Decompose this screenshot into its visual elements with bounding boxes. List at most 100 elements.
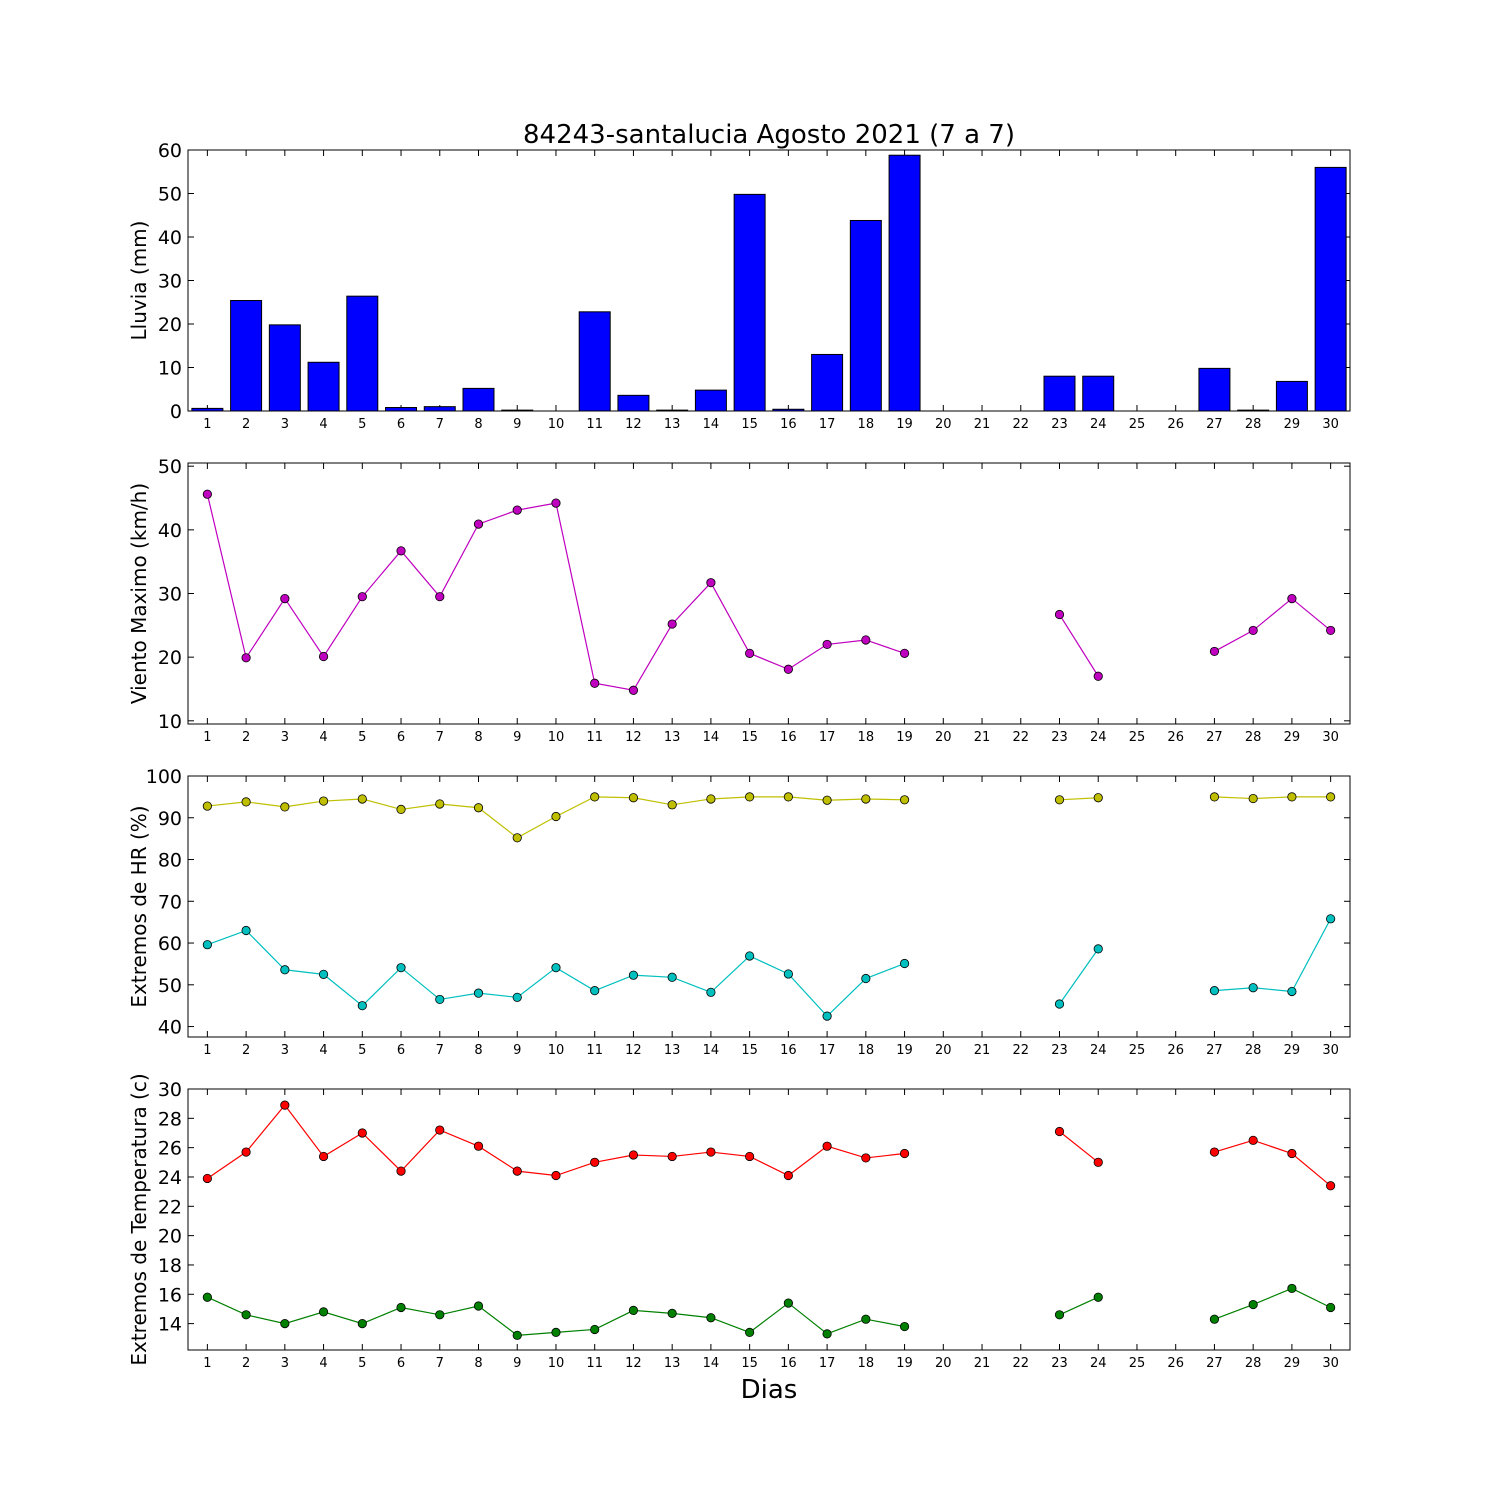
ytick-label: 20 [158,1226,182,1248]
data-point [435,592,445,602]
xtick-label: 27 [1206,730,1223,745]
xtick-label: 13 [664,730,681,745]
xtick-label: 8 [474,1356,482,1371]
data-point [473,988,484,998]
data-point [202,489,212,499]
data-point [667,1308,677,1318]
chart-title: 84243-santalucia Agosto 2021 (7 a 7) [523,120,1015,150]
data-point [1209,1314,1220,1324]
y-axis-title: Extremos de HR (%) [127,805,151,1007]
data-point [1326,792,1336,802]
data-point [590,792,600,802]
data-point [1248,1135,1258,1145]
xtick-label: 30 [1322,730,1339,745]
data-point [357,592,367,602]
xtick-label: 15 [741,730,758,745]
xtick-label: 14 [703,730,720,745]
data-point [551,811,561,822]
xtick-label: 3 [281,417,289,432]
data-point [1209,792,1220,802]
xtick-label: 25 [1129,730,1146,745]
data-point [745,1327,755,1338]
xtick-label: 16 [780,1356,797,1371]
ytick-label: 40 [158,227,182,249]
data-point [706,794,716,804]
data-point [1287,593,1297,604]
xtick-label: 7 [436,1356,444,1371]
data-point [861,973,871,984]
data-point [241,797,251,807]
xtick-label: 12 [625,1043,642,1058]
data-point [1287,986,1297,997]
data-point [473,803,484,813]
data-point [706,1147,716,1157]
data-point [783,1298,793,1308]
xtick-label: 10 [548,730,565,745]
bar [656,409,689,412]
series-line [1214,597,1332,652]
bar [501,409,534,412]
xtick-label: 20 [935,1043,952,1058]
bar [423,406,456,412]
data-point [1287,1148,1297,1159]
data-point [396,963,406,973]
xtick-label: 28 [1245,417,1262,432]
xtick-label: 21 [974,1356,991,1371]
xtick-label: 18 [858,730,875,745]
data-point [899,795,910,805]
xtick-label: 27 [1206,417,1223,432]
data-point [706,578,716,588]
series-line [1059,797,1099,801]
bar [307,361,340,412]
data-point [202,1173,212,1184]
data-point [1287,792,1297,802]
data-point [551,963,561,973]
series-line [1058,614,1099,677]
data-point [861,1314,871,1324]
data-point [473,1301,484,1311]
xtick-label: 8 [474,1043,482,1058]
series-line [1059,1131,1099,1163]
y-axis-title: Lluvia (mm) [127,221,151,341]
xtick-label: 1 [203,730,211,745]
ytick-label: 60 [158,933,182,955]
data-point [1054,609,1065,620]
xtick-label: 4 [319,1356,327,1371]
xtick-label: 6 [397,1356,405,1371]
xtick-label: 11 [586,1356,603,1371]
xtick-label: 15 [741,1356,758,1371]
xtick-label: 24 [1090,1356,1107,1371]
bar [385,407,418,412]
xtick-label: 21 [974,1043,991,1058]
data-point [628,1305,639,1316]
xtick-label: 20 [935,730,952,745]
ytick-label: 100 [146,766,182,788]
data-point [783,664,793,674]
bar [1198,367,1231,412]
xtick-label: 26 [1167,417,1184,432]
ytick-label: 40 [158,1017,182,1039]
data-point [1326,625,1336,636]
data-point [396,546,406,556]
data-point [1054,999,1065,1009]
xtick-label: 13 [664,1043,681,1058]
xtick-label: 23 [1051,1043,1068,1058]
data-point [667,1151,677,1162]
data-point [280,593,290,604]
ytick-label: 90 [158,808,182,830]
data-point [628,793,639,803]
data-point [1054,795,1065,805]
xtick-label: 2 [242,730,250,745]
xtick-label: 27 [1206,1043,1223,1058]
plot-frame [187,1088,1351,1351]
ytick-label: 26 [158,1138,182,1160]
xtick-label: 9 [513,417,521,432]
data-point [628,970,639,980]
data-point [551,1327,561,1338]
data-point [745,792,755,802]
xtick-label: 9 [513,730,521,745]
data-point [822,1141,832,1151]
xtick-label: 25 [1129,1043,1146,1058]
